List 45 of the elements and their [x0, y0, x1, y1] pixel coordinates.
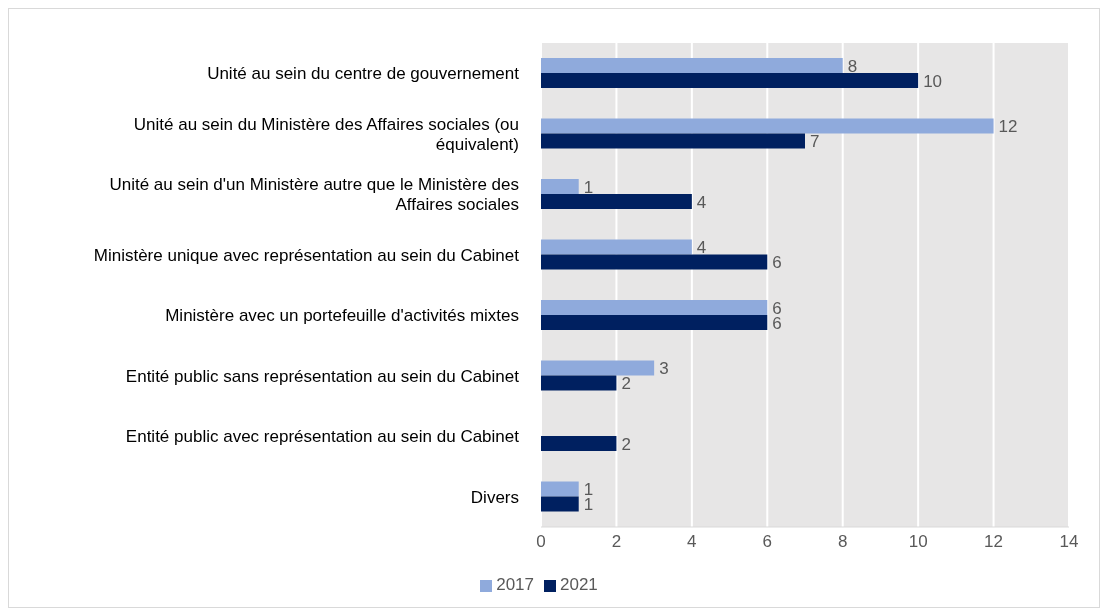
y-tick-label: Entité public avec représentation au sein du Cabinet: [125, 426, 520, 446]
data-label: 2: [621, 434, 631, 454]
x-tick-label: 2: [611, 532, 622, 552]
data-label: 2: [621, 374, 631, 394]
y-tick-label: Unité au sein du Ministère des Affaires sociales (ou équivalent): [133, 114, 519, 154]
x-tick-label: 14: [1059, 532, 1079, 552]
y-tick-label: Ministère avec un portefeuille d'activités mixtes: [165, 305, 519, 325]
bar: [541, 118, 994, 134]
data-label: 1: [583, 177, 594, 197]
bar: [541, 239, 692, 255]
bar: [541, 194, 692, 209]
x-tick-label: 0: [536, 532, 546, 552]
y-tick-label: Entité public sans représentation au sein du Cabinet: [125, 366, 520, 386]
bar: [541, 58, 843, 73]
x-tick-label: 10: [908, 532, 928, 552]
data-label: 8: [847, 56, 858, 76]
data-label: 7: [810, 132, 820, 152]
bar: [541, 73, 919, 88]
y-tick-label: Unité au sein du centre de gouvernement: [207, 63, 520, 83]
bar: [541, 436, 617, 451]
bar: [541, 179, 579, 194]
bar: [541, 496, 579, 512]
bar: [541, 300, 768, 315]
bar: [541, 360, 655, 376]
data-label: 6: [772, 253, 782, 273]
x-tick-label: 4: [687, 532, 697, 552]
data-label: 1: [583, 495, 594, 515]
legend-label: 2017: [496, 575, 534, 594]
x-tick-label: 8: [837, 532, 848, 552]
data-label: 4: [696, 192, 707, 212]
y-tick-label: Unité au sein d'un Ministère autre que le Ministère des Affaires sociales: [109, 174, 519, 214]
data-label: 12: [998, 117, 1018, 137]
bar: [541, 254, 768, 270]
x-tick-label: 6: [762, 532, 773, 552]
x-tick-label: 12: [984, 532, 1004, 552]
y-tick-label: Ministère unique avec représentation au sein du Cabinet: [93, 245, 520, 265]
bar: [541, 481, 579, 497]
data-label: 4: [696, 238, 707, 258]
legend-label: 2021: [560, 575, 598, 594]
data-label: 10: [923, 71, 943, 91]
bar: [541, 375, 617, 391]
data-label: 3: [659, 359, 669, 379]
y-tick-label: Divers: [470, 487, 519, 507]
bar: [541, 133, 805, 149]
bar: [541, 315, 768, 330]
